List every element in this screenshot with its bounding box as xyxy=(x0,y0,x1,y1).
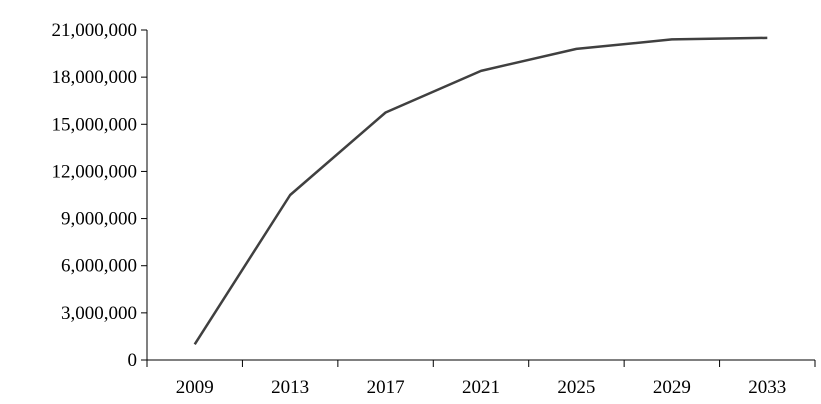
x-tick-label: 2025 xyxy=(557,377,595,398)
y-tick-label: 3,000,000 xyxy=(61,303,137,324)
y-tick-label: 0 xyxy=(128,350,138,371)
x-tick-label: 2021 xyxy=(462,377,500,398)
y-tick-label: 21,000,000 xyxy=(52,20,138,41)
y-tick-label: 12,000,000 xyxy=(52,161,138,182)
y-tick-label: 9,000,000 xyxy=(61,209,137,230)
series-line xyxy=(193,36,768,345)
y-tick-label: 15,000,000 xyxy=(52,114,138,135)
x-tick-label: 2009 xyxy=(176,377,214,398)
y-tick-label: 18,000,000 xyxy=(52,67,138,88)
x-tick-label: 2029 xyxy=(653,377,691,398)
x-tick-label: 2013 xyxy=(271,377,309,398)
y-tick-label: 6,000,000 xyxy=(61,256,137,277)
x-tick-label: 2033 xyxy=(748,377,786,398)
x-tick-label: 2017 xyxy=(367,377,405,398)
